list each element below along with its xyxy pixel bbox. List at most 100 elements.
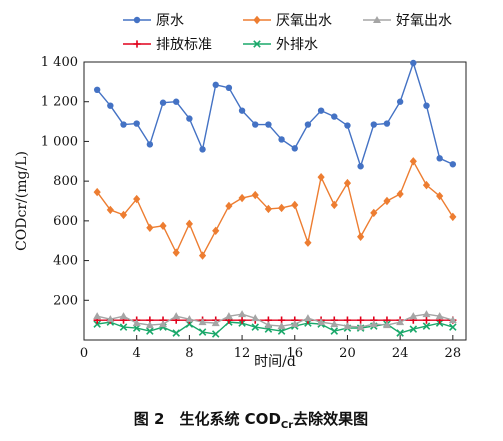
legend-item: 外排水 <box>243 37 318 53</box>
data-point <box>119 323 128 331</box>
x-tick-label: 20 <box>339 346 356 361</box>
series-line <box>96 62 454 167</box>
data-point <box>422 316 431 324</box>
data-point <box>146 223 154 233</box>
data-point <box>449 323 457 331</box>
data-point <box>185 219 193 229</box>
data-point <box>343 322 352 330</box>
data-point <box>356 323 365 331</box>
data-point <box>330 200 338 210</box>
x-tick-label: 4 <box>133 346 141 361</box>
data-point <box>278 136 285 143</box>
data-point <box>106 205 114 215</box>
legend-label: 好氧出水 <box>396 13 452 29</box>
data-point <box>331 113 338 120</box>
y-tick-label: 1 000 <box>41 134 78 149</box>
data-point <box>330 327 339 335</box>
data-point <box>396 329 404 337</box>
data-point <box>198 318 207 326</box>
caption-suffix: 去除效果图 <box>293 410 368 428</box>
y-tick-label: 1 200 <box>41 95 78 110</box>
data-point <box>159 99 167 106</box>
data-point <box>173 98 180 105</box>
data-point <box>106 315 115 323</box>
data-point <box>357 163 364 170</box>
data-point <box>410 59 417 67</box>
data-point <box>251 314 260 322</box>
data-point <box>185 315 194 323</box>
y-tick-label: 400 <box>53 254 78 269</box>
data-point <box>370 208 378 218</box>
data-point <box>159 221 167 231</box>
data-point <box>449 212 457 222</box>
data-point <box>303 314 312 322</box>
series-2 <box>93 157 457 260</box>
data-point <box>383 196 391 206</box>
data-point <box>93 312 102 320</box>
data-point <box>317 172 325 182</box>
data-point <box>409 312 418 320</box>
data-point <box>422 310 431 318</box>
data-point <box>382 321 391 329</box>
data-point <box>238 316 246 324</box>
data-point <box>238 193 246 203</box>
legend-item: 排放标准 <box>123 37 212 53</box>
data-point <box>396 98 404 105</box>
data-point <box>448 316 457 324</box>
legend-item: 好氧出水 <box>363 13 452 29</box>
data-point <box>93 187 101 197</box>
legend-label: 原水 <box>156 13 184 29</box>
data-point <box>343 178 352 188</box>
data-point <box>291 145 298 152</box>
data-point <box>119 312 128 320</box>
plot-frame <box>83 61 467 341</box>
legend-label: 排放标准 <box>156 37 212 53</box>
x-tick-label: 0 <box>80 346 88 361</box>
data-point <box>277 203 286 213</box>
x-tick-label: 28 <box>445 346 462 361</box>
data-point <box>186 115 193 122</box>
legend-item: 原水 <box>123 13 184 29</box>
legend-label: 厌氧出水 <box>276 13 332 29</box>
data-point <box>159 320 168 328</box>
data-point <box>146 141 154 148</box>
data-point <box>264 204 273 214</box>
data-point <box>396 189 404 199</box>
legend-marker <box>253 40 261 48</box>
y-tick-label: 200 <box>53 293 78 308</box>
data-point <box>304 238 312 247</box>
y-axis-title: CODcr/(mg/L) <box>14 151 30 251</box>
x-tick-label: 12 <box>234 346 251 361</box>
data-point <box>369 320 378 328</box>
legend-label: 外排水 <box>276 37 318 53</box>
data-point <box>225 201 233 211</box>
data-point <box>93 320 101 328</box>
data-point <box>291 200 299 210</box>
data-point <box>198 251 207 260</box>
axes: 0 4 8 12 16 20 24 28 200 400 600 800 1 000 1 200 1 400 <box>41 55 467 361</box>
series-5 <box>93 318 457 338</box>
data-point <box>449 161 457 168</box>
data-point <box>211 319 220 327</box>
data-point <box>212 226 220 235</box>
data-point <box>265 121 272 128</box>
data-point <box>120 121 127 128</box>
data-point <box>224 312 233 320</box>
data-point <box>383 120 391 127</box>
data-point <box>304 121 312 128</box>
data-point <box>422 180 431 190</box>
x-axis-title: 时间/d <box>254 354 296 370</box>
legend-marker <box>133 40 141 48</box>
data-point <box>107 102 114 109</box>
y-tick-label: 800 <box>53 174 78 189</box>
x-tick-label: 16 <box>286 346 303 361</box>
data-point <box>396 318 405 326</box>
data-point <box>238 310 247 318</box>
data-point <box>119 210 128 220</box>
data-point <box>409 157 417 166</box>
data-point <box>344 122 351 129</box>
series-line <box>97 313 454 328</box>
data-point <box>330 320 339 328</box>
data-point <box>370 121 377 128</box>
data-point <box>133 120 140 127</box>
